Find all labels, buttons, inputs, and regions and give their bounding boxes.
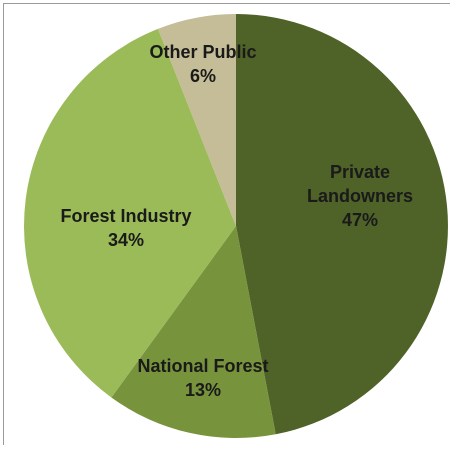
pie-labels: Private Landowners 47% National Forest 13% Fo… <box>60 42 413 400</box>
slice-label-forest-industry: Forest Industry 34% <box>60 206 191 250</box>
slice-percent-label: 47% <box>342 210 378 230</box>
slice-name-label: National Forest <box>137 356 268 376</box>
pie-slice-forest-industry <box>24 28 236 398</box>
pie-slice-national-forest <box>111 226 276 438</box>
slice-name-label: Private <box>330 162 390 182</box>
pie-slice-other-public <box>157 14 236 226</box>
slice-label-private-landowners: Private Landowners 47% <box>307 162 413 230</box>
slice-name-label: Landowners <box>307 186 413 206</box>
slice-percent-label: 13% <box>185 380 221 400</box>
slice-label-other-public: Other Public 6% <box>149 42 256 86</box>
slice-name-label: Forest Industry <box>60 206 191 226</box>
pie-slices <box>24 14 448 438</box>
slice-percent-label: 34% <box>108 230 144 250</box>
slice-label-national-forest: National Forest 13% <box>137 356 268 400</box>
pie-slice-private-landowners <box>236 14 448 435</box>
slice-percent-label: 6% <box>190 66 216 86</box>
slice-name-label: Other Public <box>149 42 256 62</box>
